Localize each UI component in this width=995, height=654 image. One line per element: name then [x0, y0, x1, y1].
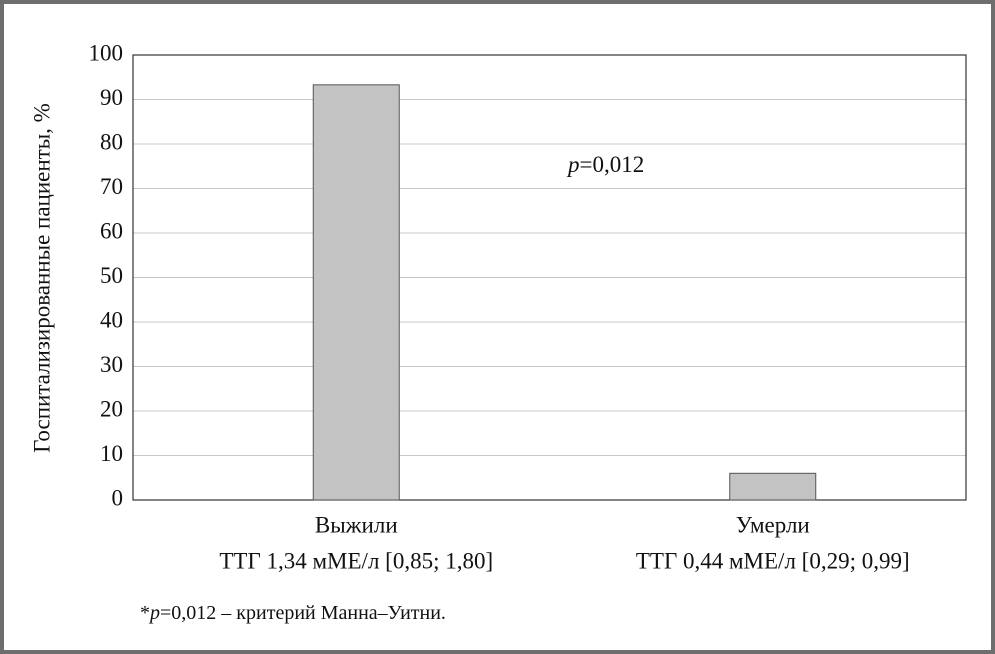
y-tick-label: 30 [100, 352, 123, 377]
footnote-symbol: p [148, 602, 160, 624]
x-tick-label: Умерли [736, 512, 810, 537]
y-tick-label: 40 [100, 307, 123, 332]
y-tick-label: 10 [100, 441, 123, 466]
y-tick-label: 80 [100, 129, 123, 154]
y-tick-label: 50 [100, 263, 123, 288]
footnote-prefix: * [140, 602, 150, 624]
y-tick-label: 60 [100, 218, 123, 243]
annotation-symbol: p [566, 152, 580, 177]
x-tick-detail: ТТГ 0,44 мМЕ/л [0,29; 0,99] [636, 548, 910, 573]
footnote-text: =0,012 – критерий Манна–Уитни. [160, 602, 446, 624]
y-tick-label: 100 [89, 40, 124, 65]
annotation-text: =0,012 [580, 152, 645, 177]
y-axis-label: Госпитализированные пациенты, % [29, 103, 54, 453]
y-tick-label: 0 [112, 485, 124, 510]
annotation: p=0,012 [566, 152, 644, 177]
bar [729, 472, 817, 501]
x-tick-label: Выжили [315, 512, 398, 537]
y-tick-label: 90 [100, 85, 123, 110]
y-tick-label: 20 [100, 396, 123, 421]
x-tick-detail: ТТГ 1,34 мМЕ/л [0,85; 1,80] [219, 548, 493, 573]
footnote: *p=0,012 – критерий Манна–Уитни. [140, 602, 446, 624]
y-tick-label: 70 [100, 174, 123, 199]
bar [312, 84, 400, 501]
plot-area [132, 54, 967, 501]
